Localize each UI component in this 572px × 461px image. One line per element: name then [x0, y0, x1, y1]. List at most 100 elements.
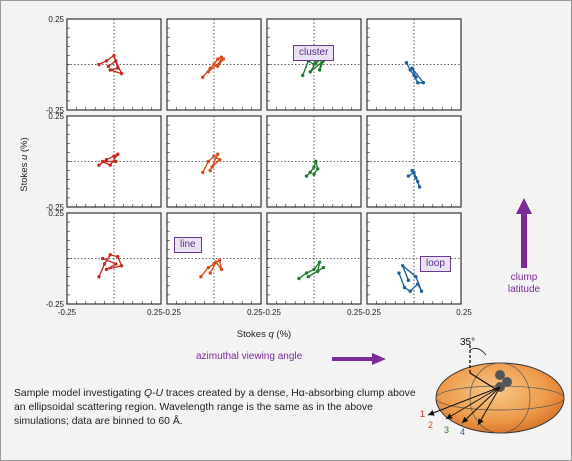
qu-point — [297, 276, 301, 281]
qu-point — [216, 57, 220, 61]
view-arrowhead-4 — [478, 418, 484, 425]
qu-point — [114, 262, 118, 266]
caption: Sample model investigating Q-U traces cr… — [14, 387, 424, 429]
qu-point — [216, 64, 220, 69]
angle-label: 35° — [460, 337, 475, 348]
qu-point — [101, 256, 105, 261]
qu-point — [408, 289, 412, 293]
viewing-arrows: 12 3 4 — [420, 386, 501, 437]
qu-point — [306, 275, 311, 279]
y-tick-label-top: 0.25 — [48, 15, 64, 24]
qu-point — [216, 152, 220, 156]
clump-latitude-line1: clump — [510, 272, 538, 283]
qu-point — [308, 170, 312, 175]
ellipsoid-meridian — [469, 362, 531, 434]
qu-point — [316, 167, 320, 171]
qu-point — [301, 73, 305, 78]
qu-point — [419, 289, 424, 293]
clump-latitude-line2: latitude — [507, 284, 541, 295]
caption-italic: Q-U — [143, 388, 164, 399]
qu-point — [317, 260, 322, 264]
qu-point — [221, 57, 226, 61]
qu-point — [114, 159, 118, 164]
qu-point — [414, 176, 418, 180]
qu-point — [104, 267, 109, 272]
qu-point — [108, 163, 112, 167]
view-arrow-3 — [461, 386, 501, 424]
view-number-4: 4 — [460, 427, 465, 437]
qu-point — [108, 68, 112, 72]
qu-point — [199, 275, 203, 279]
qu-point — [416, 81, 420, 85]
azimuthal-label: azimuthal viewing angle — [196, 351, 303, 362]
qu-point — [416, 282, 420, 286]
qu-point — [214, 260, 218, 264]
qu-point — [321, 265, 326, 270]
qu-point — [97, 275, 101, 279]
y-tick-label-top: 0.25 — [48, 209, 64, 218]
qu-point — [201, 75, 205, 79]
qu-point — [414, 275, 418, 279]
view-arrowhead-1 — [428, 410, 435, 416]
qu-point — [119, 71, 124, 76]
qu-point — [101, 159, 105, 164]
x-tick-label: -0.25 — [58, 308, 77, 317]
qu-point — [410, 168, 414, 173]
qu-point — [208, 271, 212, 275]
qu-point — [116, 254, 120, 259]
azimuthal-arrow — [332, 353, 386, 365]
y-axis-title: Stokes u (%) — [19, 137, 30, 191]
qu-point — [304, 271, 309, 275]
y-tick-label-bottom: -0.25 — [46, 106, 65, 115]
qu-point — [114, 59, 118, 63]
view-number-3: 3 — [444, 425, 449, 435]
qu-point — [401, 264, 405, 268]
cluster-tag: cluster — [293, 45, 335, 61]
clump-ellipsoid-diagram: 35° 12 3 4 — [420, 337, 565, 437]
qu-point — [219, 267, 224, 272]
qu-point — [208, 168, 212, 173]
qu-point — [206, 70, 211, 74]
qu-point — [201, 170, 205, 175]
qu-point — [102, 262, 107, 266]
qu-point — [397, 271, 401, 275]
view-arrowhead-2 — [446, 413, 453, 419]
view-arrow-4 — [477, 386, 501, 426]
qu-point — [206, 159, 211, 164]
x-tick-label: 0.25-0.25 — [247, 308, 281, 317]
qu-point — [421, 81, 426, 85]
clump-direction-line — [469, 372, 498, 391]
qu-point — [314, 159, 318, 164]
qu-point — [316, 269, 320, 273]
qu-point — [116, 152, 120, 156]
qu-point — [417, 185, 422, 189]
qu-point — [304, 174, 309, 178]
view-number-2: 2 — [428, 420, 433, 430]
qu-point — [416, 179, 420, 184]
y-tick-label-bottom: -0.25 — [46, 203, 65, 212]
qu-point — [97, 163, 101, 167]
qu-point — [317, 68, 322, 72]
view-number-1: 1 — [420, 409, 425, 419]
qu-point — [212, 62, 216, 67]
qu-point — [312, 172, 316, 176]
x-tick-label: 0.25-0.25 — [147, 308, 181, 317]
loop-tag: loop — [420, 256, 451, 272]
view-arrowhead-3 — [462, 416, 469, 423]
x-tick-label: 0.25-0.25 — [347, 308, 381, 317]
x-axis-title: Stokes q (%) — [237, 329, 291, 340]
qu-point — [308, 70, 312, 74]
qu-point — [112, 154, 116, 158]
qu-trace-color — [98, 254, 123, 277]
clump-blob-1 — [495, 370, 505, 380]
qu-point — [206, 265, 211, 270]
x-tick-label: 0.25 — [456, 308, 472, 317]
qu-point — [208, 66, 212, 70]
qu-point — [97, 62, 101, 67]
qu-point — [410, 66, 414, 70]
qu-point — [104, 157, 109, 162]
qu-point — [210, 165, 214, 169]
clump-latitude-label: clump latitude — [494, 272, 554, 296]
qu-point — [217, 157, 222, 162]
